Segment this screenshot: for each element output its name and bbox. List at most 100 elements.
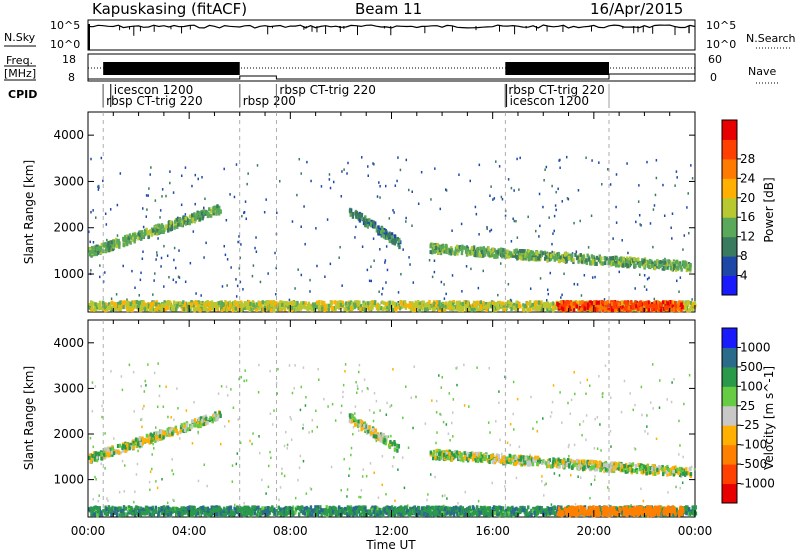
scatter-point <box>626 162 628 165</box>
feature-point <box>502 301 505 306</box>
feature-point <box>189 307 192 312</box>
freq-label-1: Freq. <box>6 54 33 67</box>
feature-point <box>441 303 445 308</box>
scatter-point <box>269 450 271 454</box>
feature-point <box>554 253 557 258</box>
scatter-point <box>583 274 586 277</box>
feature-point <box>592 257 596 262</box>
scatter-point <box>267 272 269 275</box>
feature-point <box>236 301 239 306</box>
feature-point <box>208 302 211 307</box>
scatter-point <box>410 396 413 400</box>
feature-point <box>494 306 498 311</box>
feature-point <box>97 248 101 253</box>
feature-point <box>95 246 99 251</box>
feature-point <box>528 252 532 257</box>
feature-point <box>377 225 380 230</box>
scatter-point <box>482 269 485 273</box>
scatter-point <box>221 285 224 288</box>
feature-point <box>563 252 567 257</box>
feature-point <box>355 214 358 219</box>
scatter-point <box>158 384 161 388</box>
scatter-point <box>293 387 295 390</box>
feature-point <box>645 307 648 312</box>
feature-point <box>515 248 519 253</box>
y-tick-label: 1000 <box>53 267 84 281</box>
scatter-point <box>458 173 460 176</box>
feature-point <box>139 306 142 311</box>
feature-point <box>614 308 617 313</box>
scatter-point <box>123 490 126 493</box>
feature-point <box>590 307 593 312</box>
feature-point <box>169 227 172 232</box>
scatter-point <box>352 426 355 429</box>
feature-point <box>591 260 594 265</box>
feature-point <box>110 450 114 455</box>
feature-point <box>603 256 607 261</box>
feature-point <box>149 305 152 310</box>
feature-point <box>582 254 585 259</box>
feature-point <box>527 253 531 258</box>
feature-point <box>170 226 174 231</box>
feature-point <box>474 249 478 254</box>
feature-point <box>146 307 149 312</box>
scatter-point <box>648 276 650 280</box>
feature-point <box>162 435 165 440</box>
feature-point <box>540 306 544 311</box>
feature-point <box>199 215 202 220</box>
feature-point <box>364 220 368 225</box>
scatter-point <box>451 411 454 414</box>
feature-point <box>533 304 537 309</box>
scatter-point <box>441 494 444 498</box>
scatter-point <box>412 426 414 430</box>
feature-point <box>439 246 443 251</box>
feature-point <box>168 429 172 434</box>
scatter-point <box>226 284 228 287</box>
feature-point <box>593 259 596 264</box>
feature-point <box>473 303 476 308</box>
feature-point <box>642 304 646 309</box>
feature-point <box>121 300 125 305</box>
feature-point <box>347 306 350 311</box>
feature-point <box>208 213 212 218</box>
feature-point <box>453 251 457 256</box>
feature-point <box>111 301 114 306</box>
feature-point <box>569 301 573 306</box>
feature-point <box>126 447 129 452</box>
colorbar-tick-label: 4 <box>740 269 748 283</box>
scatter-point <box>177 407 179 410</box>
scatter-point <box>640 224 642 227</box>
feature-point <box>601 308 605 313</box>
feature-point <box>545 305 549 310</box>
beam-title: Beam 11 <box>355 0 422 18</box>
scatter-point <box>509 422 512 426</box>
scatter-point <box>409 263 411 266</box>
scatter-point <box>621 239 623 242</box>
feature-point <box>476 300 479 305</box>
scatter-point <box>310 179 312 183</box>
feature-point <box>302 304 306 309</box>
scatter-point <box>128 363 131 367</box>
feature-point <box>591 255 594 260</box>
scatter-point <box>294 364 296 367</box>
feature-point <box>482 253 485 258</box>
scatter-point <box>551 242 553 246</box>
scatter-point <box>577 189 580 192</box>
scatter-point <box>338 256 340 259</box>
scatter-point <box>499 438 501 442</box>
feature-point <box>620 256 623 261</box>
feature-point <box>490 253 494 258</box>
feature-point <box>626 301 630 306</box>
feature-point <box>513 249 517 254</box>
feature-point <box>588 302 592 307</box>
scatter-point <box>298 157 301 161</box>
scatter-point <box>612 237 614 240</box>
feature-point <box>587 257 591 262</box>
scatter-point <box>157 237 159 240</box>
feature-point <box>390 232 394 237</box>
scatter-point <box>298 466 301 470</box>
feature-point <box>641 258 644 263</box>
scatter-point <box>671 237 673 240</box>
colorbar-segment <box>722 236 737 257</box>
feature-point <box>600 299 604 304</box>
